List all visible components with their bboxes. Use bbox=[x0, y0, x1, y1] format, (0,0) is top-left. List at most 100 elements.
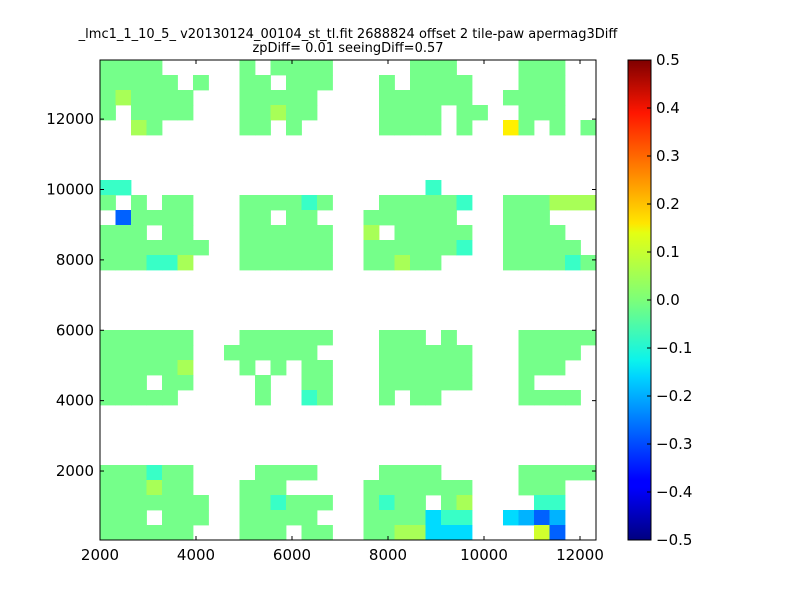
heatmap-cell bbox=[193, 510, 209, 526]
heatmap-cell bbox=[239, 120, 256, 136]
heatmap-cell bbox=[317, 360, 333, 376]
heatmap-cell bbox=[410, 75, 426, 91]
colorbar-ticks: 0.5 0.4 0.3 0.2 0.1 0.0 −0.1 −0.2 −0.3 −0.4 −0.5 bbox=[647, 51, 692, 549]
heatmap-cell bbox=[162, 525, 178, 541]
heatmap-cell bbox=[394, 240, 411, 256]
heatmap-cell bbox=[162, 495, 178, 511]
axes: 2000 4000 6000 8000 10000 12000 2000 4000 6000 80… bbox=[46, 60, 604, 564]
colorbar-tick-label: −0.4 bbox=[656, 483, 692, 501]
heatmap-cell bbox=[162, 360, 178, 376]
heatmap-cell bbox=[410, 375, 426, 391]
heatmap-cell bbox=[410, 255, 426, 271]
heatmap-cell bbox=[239, 195, 256, 211]
heatmap-cell bbox=[394, 495, 411, 511]
chart-title-line2: zpDiff= 0.01 seeingDiff=0.57 bbox=[252, 41, 443, 56]
heatmap-cell bbox=[549, 495, 566, 511]
heatmap-cell bbox=[270, 225, 287, 241]
heatmap-cell bbox=[239, 345, 256, 361]
heatmap-cell bbox=[518, 195, 535, 211]
heatmap-cell bbox=[549, 480, 566, 496]
heatmap-cell bbox=[255, 225, 271, 241]
heatmap-cell bbox=[286, 120, 302, 136]
heatmap-cell bbox=[301, 75, 318, 91]
heatmap-cell bbox=[410, 60, 426, 76]
heatmap-cell bbox=[534, 495, 550, 511]
heatmap-cell bbox=[146, 495, 163, 511]
x-tick-label: 12000 bbox=[556, 546, 604, 564]
heatmap-cell bbox=[456, 525, 473, 541]
heatmap-cell bbox=[286, 105, 302, 121]
heatmap-cell bbox=[100, 390, 116, 406]
heatmap-cell bbox=[441, 345, 457, 361]
colorbar-tick-label: 0.2 bbox=[656, 195, 680, 213]
colorbar-tick-label: −0.2 bbox=[656, 387, 692, 405]
heatmap-cell bbox=[286, 240, 302, 256]
heatmap-cell bbox=[146, 75, 163, 91]
heatmap-cell bbox=[177, 465, 194, 481]
heatmap-cell bbox=[394, 525, 411, 541]
heatmap-cell bbox=[193, 240, 209, 256]
heatmap-cell bbox=[162, 375, 178, 391]
heatmap-cell bbox=[518, 360, 535, 376]
heatmap-cell bbox=[255, 105, 271, 121]
heatmap-cell bbox=[239, 255, 256, 271]
y-tick-label: 2000 bbox=[56, 462, 94, 480]
heatmap-cell bbox=[456, 345, 473, 361]
heatmap-cell bbox=[518, 90, 535, 106]
heatmap-cell bbox=[115, 495, 132, 511]
heatmap-cell bbox=[239, 330, 256, 346]
heatmap-cell bbox=[549, 390, 566, 406]
heatmap-cell bbox=[441, 90, 457, 106]
heatmap-cell bbox=[410, 105, 426, 121]
heatmap-cell bbox=[534, 255, 550, 271]
heatmap-cell bbox=[255, 75, 271, 91]
heatmap-cell bbox=[379, 510, 395, 526]
heatmap-cell bbox=[286, 495, 302, 511]
heatmap-cell bbox=[255, 375, 271, 391]
heatmap-cell bbox=[534, 240, 550, 256]
heatmap-cell bbox=[177, 240, 194, 256]
heatmap-cell bbox=[131, 120, 147, 136]
heatmap-cell bbox=[549, 240, 566, 256]
heatmap-cell bbox=[317, 375, 333, 391]
heatmap-cell bbox=[270, 195, 287, 211]
y-tick-label: 8000 bbox=[56, 251, 94, 269]
heatmap-cell bbox=[131, 525, 147, 541]
heatmap-cell bbox=[456, 240, 473, 256]
heatmap-cell bbox=[131, 225, 147, 241]
heatmap-cell bbox=[301, 495, 318, 511]
heatmap-cell bbox=[503, 225, 519, 241]
heatmap-cell bbox=[394, 480, 411, 496]
heatmap-cell bbox=[534, 330, 550, 346]
heatmap-cell bbox=[239, 240, 256, 256]
heatmap-cell bbox=[518, 510, 535, 526]
heatmap-cell bbox=[549, 105, 566, 121]
heatmap-cell bbox=[394, 360, 411, 376]
heatmap-cell bbox=[441, 360, 457, 376]
heatmap-cell bbox=[239, 480, 256, 496]
heatmap-cell bbox=[193, 495, 209, 511]
heatmap-cell bbox=[100, 60, 116, 76]
heatmap-cell bbox=[456, 75, 473, 91]
heatmap-cell bbox=[379, 390, 395, 406]
heatmap-cell bbox=[441, 195, 457, 211]
heatmap-cell bbox=[549, 225, 566, 241]
heatmap-cell bbox=[425, 75, 442, 91]
heatmap-cell bbox=[286, 195, 302, 211]
heatmap-cell bbox=[131, 330, 147, 346]
heatmap-cell bbox=[317, 225, 333, 241]
heatmap-cell bbox=[162, 255, 178, 271]
heatmap-cell bbox=[363, 240, 380, 256]
heatmap-cell bbox=[131, 195, 147, 211]
heatmap-cell bbox=[565, 330, 581, 346]
heatmap-cell bbox=[162, 330, 178, 346]
heatmap-cell bbox=[394, 120, 411, 136]
heatmap-cell bbox=[363, 525, 380, 541]
heatmap-cell bbox=[100, 525, 116, 541]
x-tick-label: 4000 bbox=[177, 546, 215, 564]
heatmap-cell bbox=[580, 255, 597, 271]
heatmap-cell bbox=[441, 510, 457, 526]
heatmap-cell bbox=[270, 255, 287, 271]
heatmap-cell bbox=[146, 465, 163, 481]
